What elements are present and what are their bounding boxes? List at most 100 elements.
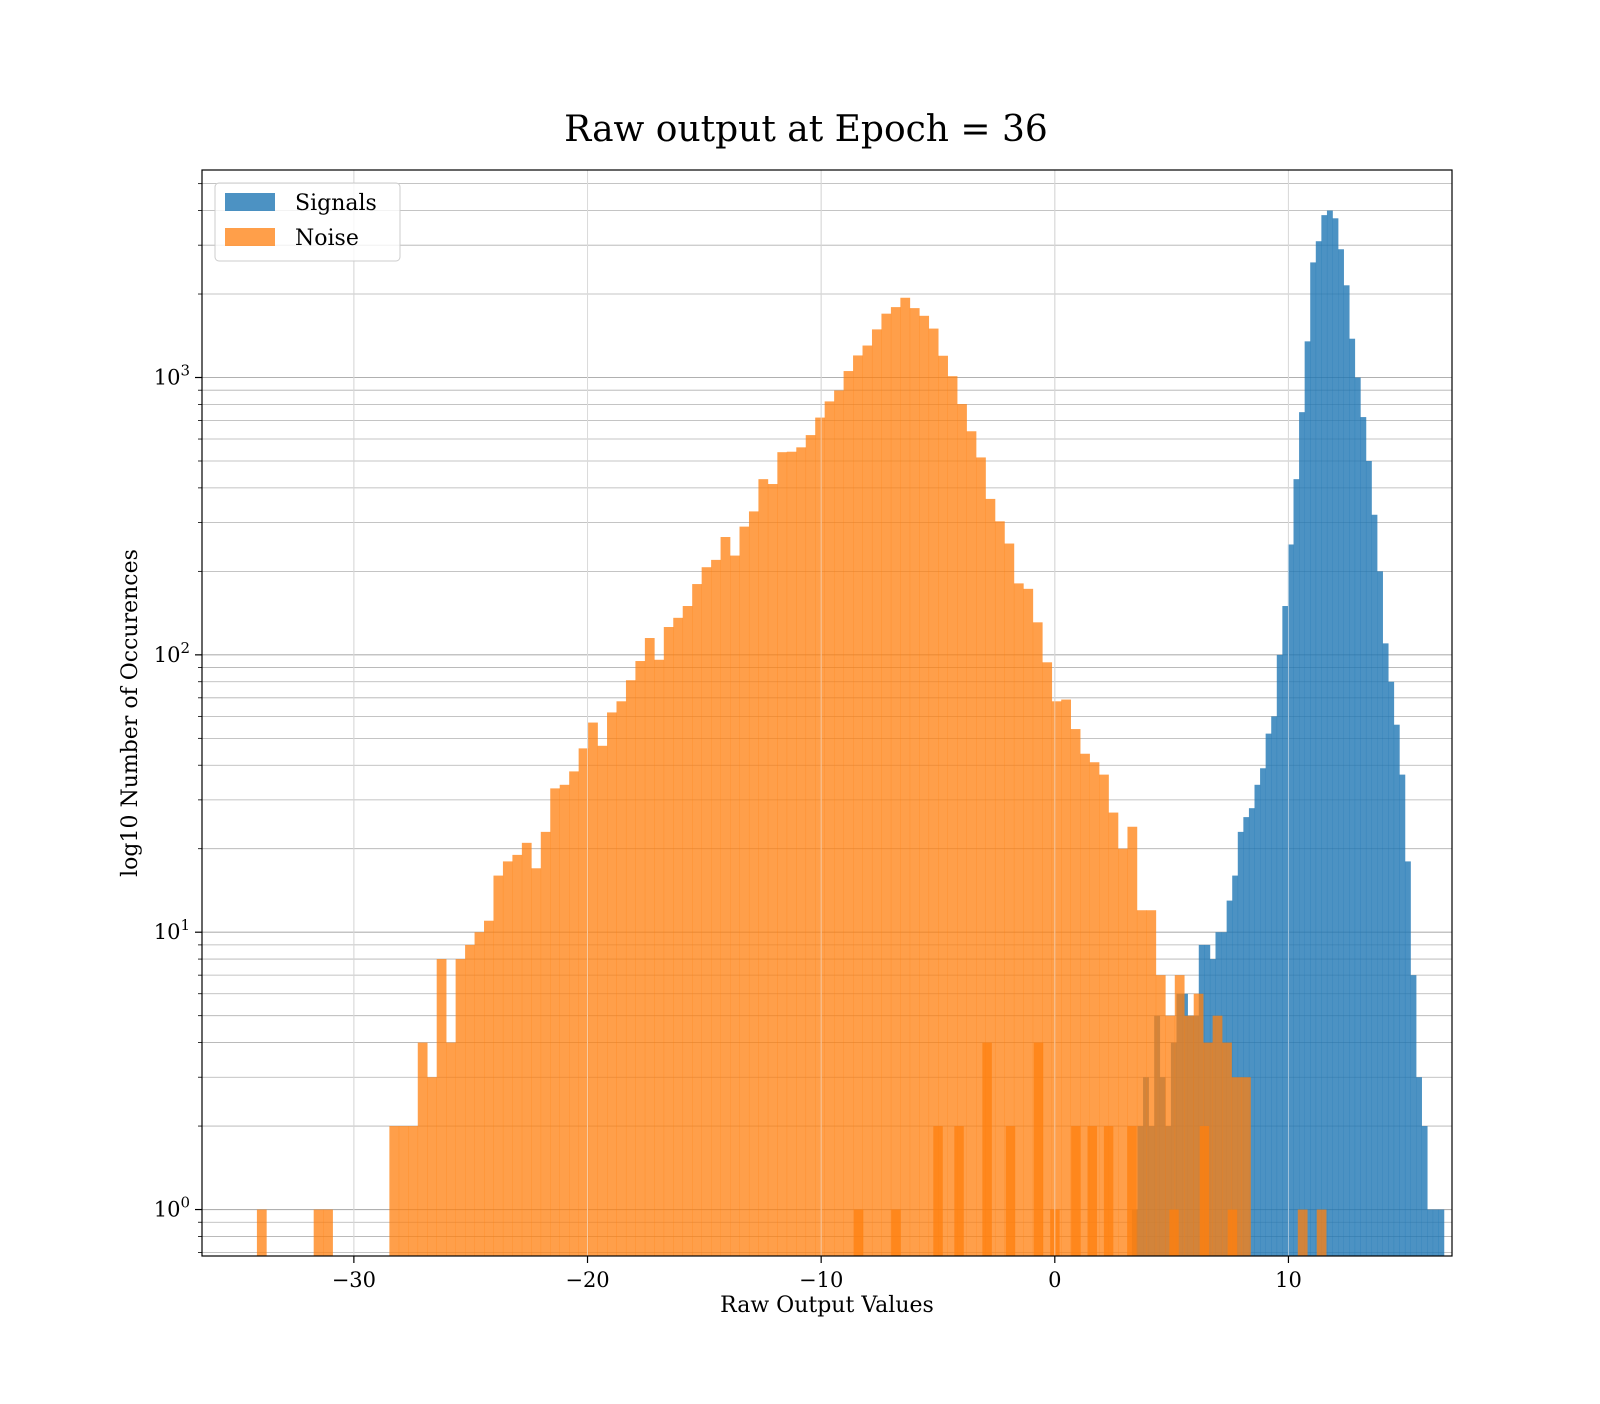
noise-bar xyxy=(474,932,485,1256)
noise-bar xyxy=(484,920,494,1256)
noise-bar xyxy=(1023,588,1034,1256)
noise-bar xyxy=(682,606,693,1256)
y-tick-label: 101 xyxy=(154,916,190,944)
noise-bar xyxy=(1080,753,1090,1256)
noise-bar xyxy=(1222,1042,1232,1256)
noise-bar xyxy=(398,1126,409,1256)
legend-swatch-signals xyxy=(225,193,275,211)
signals-bar xyxy=(1338,249,1344,1256)
noise-bar xyxy=(1165,1015,1176,1256)
noise-bar xyxy=(1042,662,1053,1256)
signals-bar xyxy=(1243,817,1250,1256)
noise-bar xyxy=(1089,762,1100,1256)
noise-bar xyxy=(521,842,532,1256)
noise-bar xyxy=(569,771,579,1256)
signals-bar xyxy=(1360,417,1367,1256)
noise-bar xyxy=(493,875,504,1256)
noise-bar xyxy=(1070,729,1081,1256)
signals-bar xyxy=(1393,724,1400,1256)
signals-bar xyxy=(1399,774,1406,1256)
noise-bar xyxy=(1155,975,1166,1256)
noise-bar xyxy=(588,722,598,1256)
signals-bar xyxy=(1271,716,1278,1256)
signals-bar xyxy=(1326,210,1333,1256)
noise-bar xyxy=(550,788,561,1256)
noise-bar xyxy=(446,1042,456,1256)
signals-bar xyxy=(1371,514,1378,1256)
noise-bar xyxy=(758,479,769,1256)
noise-bar xyxy=(616,701,627,1256)
plot-area xyxy=(201,169,1453,1257)
noise-bar xyxy=(644,638,655,1256)
noise-bar xyxy=(900,297,911,1256)
noise-bar xyxy=(1212,1015,1223,1256)
noise-bar xyxy=(938,355,948,1256)
signals-bar xyxy=(1321,215,1328,1256)
noise-bar xyxy=(1127,826,1138,1256)
signals-bar xyxy=(1260,768,1266,1256)
noise-bar xyxy=(1051,701,1062,1256)
legend: Signals Noise xyxy=(214,182,401,262)
noise-tail-bar xyxy=(1071,1126,1081,1256)
noise-tail-bar xyxy=(1005,1126,1016,1256)
signals-bar xyxy=(1343,285,1350,1256)
noise-bar xyxy=(1146,910,1157,1256)
signals-bar xyxy=(1315,241,1322,1256)
noise-bar xyxy=(1013,583,1024,1256)
signals-bar xyxy=(1248,808,1255,1256)
signals-bar xyxy=(1349,338,1356,1256)
noise-bar xyxy=(739,526,750,1256)
signals-bar xyxy=(1293,479,1300,1256)
noise-tail-bar xyxy=(1199,1126,1210,1256)
x-tick-label: −20 xyxy=(565,1268,609,1292)
noise-tail-bar xyxy=(1087,1126,1097,1256)
noise-bar xyxy=(919,315,930,1256)
noise-bar xyxy=(767,484,778,1256)
noise-bar xyxy=(711,559,721,1256)
noise-tail-bar xyxy=(1103,1126,1114,1256)
noise-bar xyxy=(635,661,646,1256)
y-tick-label: 102 xyxy=(154,639,190,667)
noise-tail-bar xyxy=(1227,1209,1238,1256)
noise-bar xyxy=(1099,774,1109,1256)
noise-bar xyxy=(994,521,1005,1256)
x-tick-label: −10 xyxy=(799,1268,843,1292)
noise-tail-bar xyxy=(933,1126,943,1256)
noise-bar xyxy=(1316,1209,1327,1256)
noise-bar xyxy=(512,854,523,1256)
noise-bar xyxy=(465,944,475,1256)
noise-bar xyxy=(748,511,759,1256)
y-tick-label: 100 xyxy=(154,1194,190,1222)
noise-tail-bar xyxy=(891,1209,901,1256)
noise-bar xyxy=(909,308,920,1256)
chart-title: Raw output at Epoch = 36 xyxy=(564,109,1048,150)
noise-bar xyxy=(673,617,684,1256)
noise-bar xyxy=(824,401,835,1256)
signals-bar xyxy=(1304,341,1311,1256)
noise-bar xyxy=(1231,1077,1242,1256)
signals-bar xyxy=(1237,831,1244,1256)
noise-bar xyxy=(890,307,901,1256)
noise-bar xyxy=(853,355,863,1256)
bars-layer xyxy=(256,210,1445,1256)
noise-bar xyxy=(1108,812,1119,1256)
noise-bar xyxy=(815,417,825,1256)
signals-bar xyxy=(1377,571,1383,1256)
signals-bar xyxy=(1265,733,1272,1256)
noise-bar xyxy=(871,329,882,1256)
signals-bar xyxy=(1332,218,1339,1256)
signals-bar xyxy=(1232,875,1239,1256)
signals-bar xyxy=(1276,654,1283,1256)
grid-lines-overlay xyxy=(353,170,1289,1256)
noise-bar xyxy=(625,680,636,1256)
signals-bar xyxy=(1416,1077,1422,1256)
legend-label-noise: Noise xyxy=(295,226,359,251)
noise-bar xyxy=(957,404,967,1256)
x-axis: −30 −20 −10 0 10 xyxy=(332,1256,1302,1292)
noise-bar xyxy=(559,784,570,1256)
signals-bar xyxy=(1404,861,1411,1256)
noise-tail-bar xyxy=(982,1042,992,1256)
signals-bar xyxy=(1310,262,1317,1256)
series-noise xyxy=(256,297,1327,1256)
